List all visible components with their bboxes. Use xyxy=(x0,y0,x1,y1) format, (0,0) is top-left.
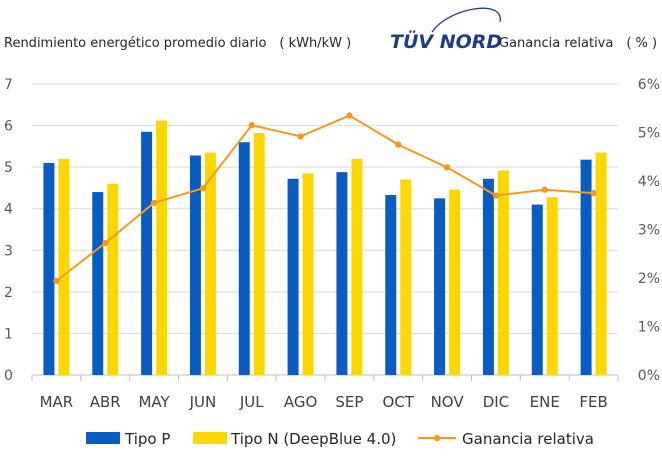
bar-tipo-n-jul xyxy=(253,133,265,375)
left-tick-label: 3 xyxy=(4,243,13,259)
bar-tipo-p-mar xyxy=(43,162,55,375)
category-label: JUN xyxy=(189,393,217,411)
bar-tipo-n-may xyxy=(156,120,168,375)
bar-tipo-n-abr xyxy=(107,183,119,375)
right-tick-label: 6% xyxy=(638,77,660,93)
category-label: OCT xyxy=(383,393,415,411)
bar-tipo-p-feb xyxy=(580,159,592,375)
category-label: NOV xyxy=(431,393,465,411)
bar-tipo-n-feb xyxy=(595,152,607,375)
ganancia-point-sep xyxy=(346,112,353,119)
logo-arc xyxy=(431,7,501,33)
bars xyxy=(43,120,607,375)
legend-label-tipo-n: Tipo N (DeepBlue 4.0) xyxy=(230,430,396,448)
bar-tipo-p-dic xyxy=(482,178,494,375)
ganancia-point-ene xyxy=(541,186,548,193)
bar-tipo-p-abr xyxy=(92,192,104,375)
left-axis-ticks: 0 1 2 3 4 5 6 7 xyxy=(4,77,13,384)
bar-tipo-n-dic xyxy=(497,170,509,375)
right-tick-label: 1% xyxy=(638,320,660,336)
bar-tipo-n-mar xyxy=(58,158,70,375)
left-tick-label: 5 xyxy=(4,160,13,176)
bar-tipo-p-nov xyxy=(434,198,446,375)
ganancia-line xyxy=(53,112,597,285)
ganancia-point-feb xyxy=(590,189,597,197)
right-axis-ticks: 0% 1% 2% 3% 4% 5% 6% xyxy=(638,77,660,384)
bar-tipo-p-ago xyxy=(287,178,299,375)
category-label: ENE xyxy=(530,393,560,411)
bar-tipo-n-jun xyxy=(204,152,216,375)
logo-text: TÜV NORD xyxy=(390,29,502,53)
ganancia-point-jul xyxy=(248,122,255,129)
category-label: JUL xyxy=(239,393,264,411)
ganancia-point-abr xyxy=(102,239,109,247)
bar-tipo-n-oct xyxy=(400,179,412,375)
bar-tipo-n-ago xyxy=(302,173,314,375)
bar-tipo-p-sep xyxy=(336,172,348,375)
bar-tipo-p-oct xyxy=(385,194,397,375)
category-label: AGO xyxy=(284,393,317,411)
ganancia-point-jun xyxy=(199,185,207,192)
legend: Tipo P Tipo N (DeepBlue 4.0) Ganancia rela… xyxy=(86,430,594,448)
legend-swatch-tipo-n xyxy=(193,432,227,444)
category-label: DIC xyxy=(483,393,509,411)
grid-lines xyxy=(31,83,619,381)
right-axis-title: Ganancia relativa ( % ) xyxy=(499,36,657,51)
category-label: SEP xyxy=(335,393,363,411)
legend-label-tipo-p: Tipo P xyxy=(124,430,170,448)
bar-tipo-n-nov xyxy=(449,189,461,375)
left-tick-label: 0 xyxy=(4,368,13,384)
category-labels: MAR ABR MAY JUN JUL AGO SEP OCT NOV DIC ENE FEB xyxy=(40,393,608,411)
bar-tipo-p-may xyxy=(141,131,153,375)
ganancia-series-line xyxy=(55,114,594,282)
right-tick-label: 2% xyxy=(638,271,660,287)
right-tick-label: 0% xyxy=(638,368,660,384)
right-tick-label: 4% xyxy=(638,174,660,190)
bar-tipo-p-jun xyxy=(189,155,201,375)
ganancia-point-mar xyxy=(53,277,60,285)
legend-swatch-ganancia-marker xyxy=(433,434,441,442)
ganancia-point-dic xyxy=(492,192,500,199)
ganancia-point-may xyxy=(150,199,158,207)
right-tick-label: 5% xyxy=(638,126,660,142)
ganancia-point-oct xyxy=(395,141,402,148)
legend-swatch-tipo-p xyxy=(86,432,120,444)
right-tick-label: 3% xyxy=(638,223,660,239)
left-axis-title: Rendimiento energético promedio diario (… xyxy=(4,36,351,51)
ganancia-point-nov xyxy=(443,164,451,171)
left-tick-label: 4 xyxy=(4,202,13,218)
legend-label-ganancia: Ganancia relativa xyxy=(462,430,594,448)
bar-tipo-p-ene xyxy=(531,204,543,375)
category-label: FEB xyxy=(579,393,607,411)
left-tick-label: 7 xyxy=(4,77,13,93)
bar-tipo-p-jul xyxy=(238,142,250,375)
left-tick-label: 1 xyxy=(4,326,13,342)
category-label: MAR xyxy=(40,393,74,411)
category-label: ABR xyxy=(90,393,121,411)
tuv-nord-logo: TÜV NORD xyxy=(390,7,502,53)
left-tick-label: 2 xyxy=(4,285,13,301)
category-label: MAY xyxy=(138,393,170,411)
left-tick-label: 6 xyxy=(4,119,13,135)
bar-tipo-n-ene xyxy=(546,197,558,375)
ganancia-point-ago xyxy=(297,133,304,140)
bar-tipo-n-sep xyxy=(351,158,363,375)
